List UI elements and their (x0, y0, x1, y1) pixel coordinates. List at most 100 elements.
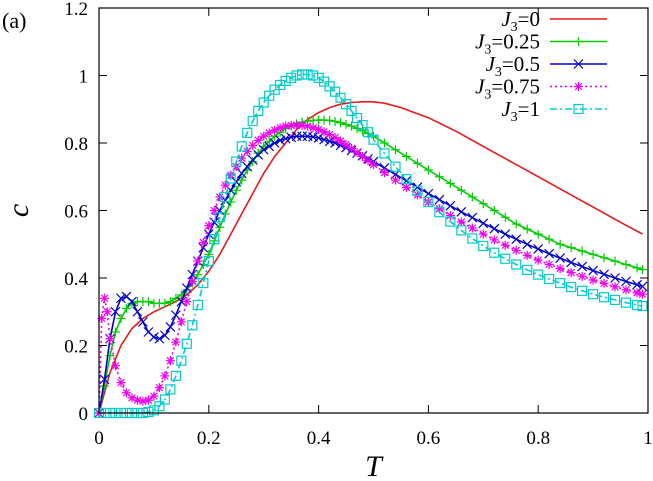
legend-entry-label: J3=0.25 (475, 30, 540, 58)
data-point-2 (478, 218, 489, 229)
data-point-1 (390, 145, 400, 155)
data-point-2 (258, 144, 269, 155)
data-point-4 (533, 269, 544, 280)
data-point-4 (500, 253, 511, 264)
data-point-4 (609, 294, 621, 306)
data-point-1 (412, 158, 422, 168)
data-point-1 (330, 116, 340, 126)
y-tick-label: 0.2 (64, 337, 88, 358)
data-point-2 (116, 293, 126, 304)
data-point-3 (330, 133, 340, 143)
data-point-4 (214, 212, 225, 223)
data-point-4 (637, 300, 648, 312)
data-point-3 (401, 183, 411, 193)
y-tick-label: 1 (79, 67, 89, 88)
data-point-3 (143, 395, 153, 405)
legend-marker (573, 59, 584, 69)
y-axis-label: c (2, 204, 35, 217)
data-point-3 (610, 282, 620, 292)
data-point-1 (325, 115, 335, 125)
legend-marker (574, 82, 583, 91)
data-point-2 (637, 281, 648, 292)
data-point-3 (358, 152, 368, 161)
x-axis-label: T (365, 450, 384, 481)
data-point-2 (621, 276, 631, 287)
data-point-3 (588, 275, 598, 285)
data-point-1 (379, 138, 389, 148)
data-point-3 (99, 293, 109, 303)
data-point-4 (445, 216, 456, 227)
data-point-4 (456, 225, 467, 236)
legend-entry-label: J3=1 (501, 97, 540, 125)
data-point-1 (638, 265, 648, 275)
data-point-3 (621, 285, 631, 295)
data-point-2 (242, 161, 253, 172)
data-point-1 (401, 152, 411, 161)
data-point-1 (143, 297, 153, 307)
data-point-1 (522, 224, 532, 234)
data-point-2 (165, 322, 176, 332)
data-point-4 (598, 292, 610, 303)
plot-frame (98, 7, 649, 414)
data-point-1 (341, 119, 351, 129)
data-point-3 (149, 391, 159, 401)
series-line-3 (98, 124, 643, 414)
data-point-1 (511, 219, 521, 229)
data-point-1 (160, 298, 170, 308)
data-point-1 (467, 192, 477, 202)
data-point-4 (362, 127, 374, 138)
data-point-1 (220, 209, 230, 219)
data-point-2 (269, 138, 280, 148)
data-point-4 (346, 105, 357, 117)
data-point-3 (102, 307, 112, 317)
data-point-3 (198, 238, 208, 248)
data-point-2 (489, 223, 500, 234)
data-point-1 (610, 256, 620, 266)
data-point-3 (566, 268, 576, 278)
data-point-3 (555, 264, 565, 274)
data-point-4 (176, 355, 187, 366)
data-point-4 (631, 299, 643, 311)
data-point-4 (170, 370, 181, 381)
data-point-2 (511, 234, 522, 245)
data-point-3 (533, 255, 543, 265)
data-point-3 (253, 135, 263, 145)
legend-entry-label: J3=0 (501, 7, 540, 35)
data-point-1 (165, 297, 175, 307)
data-point-3 (165, 356, 175, 366)
data-point-4 (379, 148, 390, 159)
legend-marker (574, 37, 583, 46)
data-point-4 (247, 115, 258, 127)
data-point-1 (121, 303, 131, 313)
data-point-1 (621, 260, 631, 269)
data-point-4 (401, 174, 412, 185)
data-point-4 (286, 72, 297, 83)
data-point-3 (390, 175, 400, 185)
data-point-1 (358, 126, 368, 136)
series-layer (93, 69, 648, 419)
data-point-4 (340, 99, 352, 110)
legend-entry-label: J3=0.5 (486, 52, 540, 80)
data-point-2 (264, 141, 275, 152)
data-point-3 (632, 288, 642, 298)
data-point-4 (329, 86, 341, 97)
data-point-3 (154, 383, 164, 393)
data-point-3 (160, 371, 170, 381)
data-point-3 (176, 317, 186, 327)
data-point-2 (154, 333, 165, 344)
data-point-2 (379, 163, 390, 173)
data-point-3 (352, 147, 362, 157)
data-point-3 (500, 240, 510, 250)
data-point-1 (500, 212, 510, 222)
data-point-4 (209, 234, 220, 245)
data-point-1 (352, 123, 362, 133)
data-point-2 (170, 310, 181, 321)
data-point-2 (456, 206, 467, 217)
data-point-1 (555, 239, 565, 249)
data-point-4 (297, 69, 308, 80)
data-point-3 (204, 221, 214, 231)
data-point-1 (423, 165, 433, 175)
data-point-2 (132, 306, 143, 317)
data-point-2 (236, 168, 247, 179)
data-point-4 (368, 134, 379, 145)
